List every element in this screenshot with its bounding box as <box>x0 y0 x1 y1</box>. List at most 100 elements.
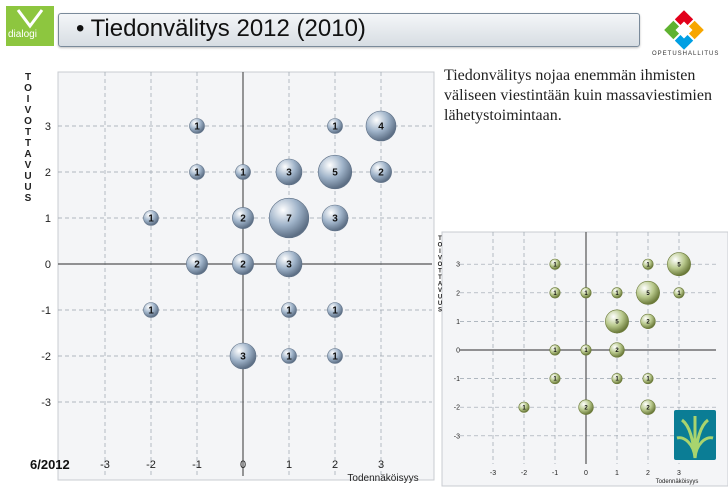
y-axis-label-char: O <box>438 262 443 268</box>
x-tick-label: -1 <box>552 470 558 477</box>
bubble <box>275 158 303 186</box>
bubble-value-label: 1 <box>286 352 292 363</box>
x-tick-label: 3 <box>378 459 384 471</box>
dialogi-tag-icon <box>6 6 54 46</box>
x-tick-label: 0 <box>240 459 246 471</box>
x-tick-label: 1 <box>286 459 292 471</box>
x-tick-label: 0 <box>584 470 588 477</box>
bubble <box>327 118 343 134</box>
bubble <box>605 309 629 334</box>
bubble-value-label: 1 <box>615 377 619 383</box>
y-tick-label: 0 <box>45 259 51 271</box>
y-axis-label-char: V <box>438 256 442 262</box>
bubble <box>268 197 310 239</box>
y-tick-label: -1 <box>41 305 51 317</box>
bubble-value-label: 4 <box>378 122 384 133</box>
bubble <box>611 287 623 299</box>
x-tick-label: -3 <box>490 470 496 477</box>
y-axis-label-char: O <box>438 243 443 249</box>
bubble <box>229 342 257 370</box>
bubble-value-label: 1 <box>148 214 154 225</box>
bubble-value-label: 1 <box>194 122 200 133</box>
bubble <box>549 258 561 270</box>
bubble <box>580 344 592 356</box>
bubble-value-label: 3 <box>332 214 338 225</box>
bubble-value-label: 1 <box>553 348 557 354</box>
bubble <box>189 164 205 180</box>
bubble-value-label: 1 <box>584 291 588 297</box>
x-axis-label: Todennäköisyys <box>347 473 418 484</box>
bubble <box>667 252 691 277</box>
y-tick-label: 3 <box>45 121 51 133</box>
y-axis-label-char: T <box>438 275 442 281</box>
bubble-value-label: 1 <box>332 122 338 133</box>
y-axis-label-char: U <box>438 295 442 301</box>
bubble <box>518 401 530 413</box>
x-tick-label: 3 <box>677 470 681 477</box>
bubble <box>327 302 343 318</box>
y-tick-label: -2 <box>41 351 51 363</box>
bubble <box>281 348 297 364</box>
bubble <box>609 342 625 358</box>
y-axis-label-char: T <box>25 127 31 138</box>
y-axis-label-char: V <box>25 160 32 171</box>
x-tick-label: 1 <box>615 470 619 477</box>
x-axis-label: Todennäköisyys <box>656 479 699 485</box>
x-tick-label: -2 <box>146 459 156 471</box>
x-tick-label: -3 <box>100 459 110 471</box>
bubble <box>317 154 353 190</box>
bubble <box>640 313 656 330</box>
bubble-value-label: 1 <box>553 377 557 383</box>
logo-wordmark: OPETUSHALLITUS <box>652 51 720 57</box>
y-axis-label-char: O <box>24 83 32 94</box>
bubble-value-label: 5 <box>677 262 681 268</box>
bubble-value-label: 2 <box>240 260 246 271</box>
date-label: 6/2012 <box>30 457 70 472</box>
y-tick-label: 1 <box>456 319 460 326</box>
bubble <box>321 204 349 232</box>
y-axis-label-char: U <box>24 171 31 182</box>
bubble <box>232 207 254 229</box>
bubble <box>642 373 654 385</box>
bubble-value-label: 1 <box>584 348 588 354</box>
title-bar <box>58 13 640 47</box>
y-axis-label-char: S <box>438 308 442 314</box>
y-tick-label: -1 <box>454 376 460 383</box>
bubble-value-label: 1 <box>522 405 526 411</box>
bubble-value-label: 5 <box>646 291 650 297</box>
bubble-value-label: 1 <box>677 291 681 297</box>
x-tick-label: 2 <box>332 459 338 471</box>
bubble-value-label: 1 <box>286 306 292 317</box>
opetushallitus-logo-icon <box>664 10 704 50</box>
bubble-value-label: 5 <box>615 320 619 326</box>
bubble <box>640 399 656 415</box>
bubble <box>370 161 392 183</box>
bubble <box>549 373 561 385</box>
leaf-logo-icon <box>674 410 716 460</box>
bubble <box>636 280 660 305</box>
y-axis-label-char: I <box>439 249 441 255</box>
bubble-value-label: 2 <box>240 214 246 225</box>
bubble-value-label: 1 <box>332 352 338 363</box>
bubble-value-label: 3 <box>240 352 246 363</box>
y-tick-label: -3 <box>454 433 460 440</box>
bubble <box>275 250 303 278</box>
y-tick-label: 0 <box>456 347 460 354</box>
bubble <box>281 302 297 318</box>
bubble-value-label: 2 <box>646 405 650 411</box>
bubble <box>189 118 205 134</box>
bubble <box>611 373 623 385</box>
y-tick-label: -2 <box>454 405 460 412</box>
bubble-value-label: 2 <box>646 320 650 326</box>
y-tick-label: 2 <box>45 167 51 179</box>
y-tick-label: 2 <box>456 290 460 297</box>
y-axis-label-char: O <box>24 116 32 127</box>
bubble-value-label: 7 <box>286 214 292 225</box>
x-tick-label: -1 <box>192 459 202 471</box>
y-axis-label-char: T <box>25 138 31 149</box>
bubble-value-label: 1 <box>240 168 246 179</box>
bubble <box>549 344 561 356</box>
bubble-value-label: 1 <box>646 377 650 383</box>
y-axis-label-char: V <box>438 288 442 294</box>
bubble-value-label: 1 <box>646 262 650 268</box>
